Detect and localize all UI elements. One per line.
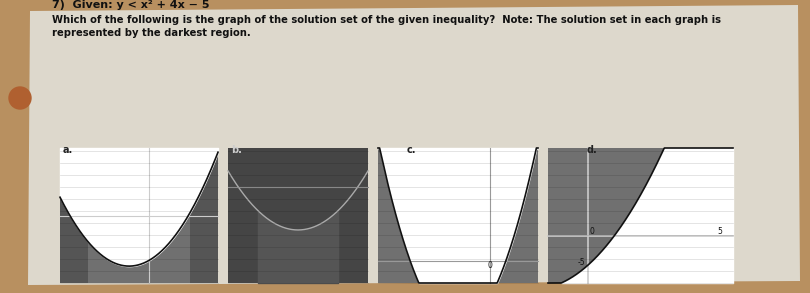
Bar — [378, 148, 538, 283]
Text: c.: c. — [407, 145, 416, 155]
Text: d.: d. — [587, 145, 598, 155]
Bar — [60, 148, 218, 283]
Text: represented by the darkest region.: represented by the darkest region. — [52, 28, 251, 38]
Text: Which of the following is the graph of the solution set of the given inequality?: Which of the following is the graph of t… — [52, 15, 721, 25]
Polygon shape — [28, 5, 800, 285]
Text: a.: a. — [63, 145, 73, 155]
Text: b.: b. — [231, 145, 242, 155]
Text: 0: 0 — [590, 227, 595, 236]
Text: 7)  Given: y < x² + 4x − 5: 7) Given: y < x² + 4x − 5 — [52, 0, 210, 10]
Text: 5: 5 — [718, 227, 723, 236]
Circle shape — [9, 87, 31, 109]
Text: 0: 0 — [488, 261, 492, 270]
Bar — [548, 148, 733, 283]
Text: -5: -5 — [578, 258, 586, 268]
Bar — [60, 148, 88, 283]
Bar — [190, 148, 218, 283]
Bar — [228, 148, 368, 283]
